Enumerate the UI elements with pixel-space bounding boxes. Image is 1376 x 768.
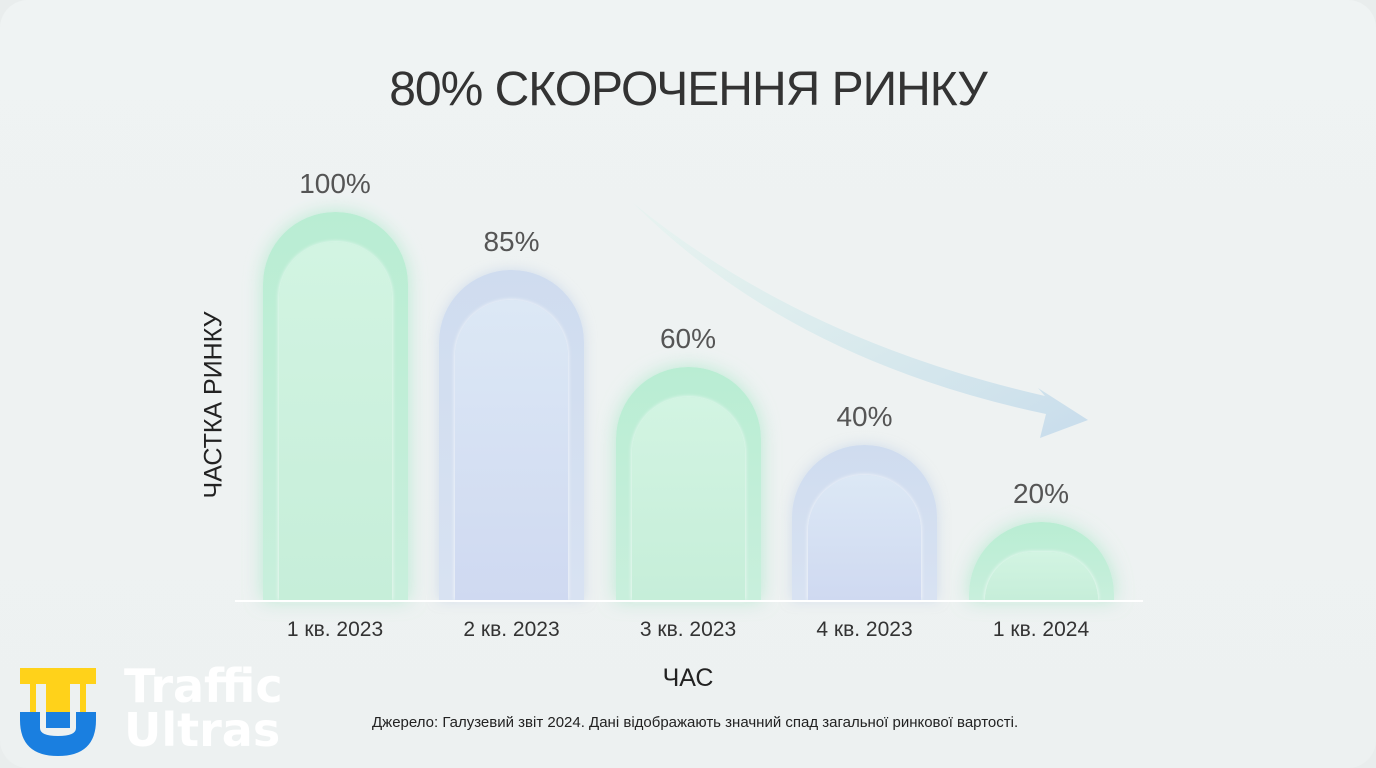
bar — [615, 367, 761, 600]
x-tick-label: 1 кв. 2023 — [286, 618, 384, 641]
bar — [439, 270, 584, 600]
source-note: Джерело: Галузевий звіт 2024. Дані відоб… — [372, 714, 1019, 731]
bar-inner — [278, 242, 392, 600]
data-label: 85% — [483, 226, 540, 258]
bar — [792, 444, 937, 600]
bar-inner — [455, 300, 568, 600]
x-axis-label: ЧАС — [0, 664, 1376, 693]
logo-text: Traffic Ultras — [124, 659, 283, 757]
x-axis-baseline — [235, 600, 1143, 602]
bar-inner — [631, 397, 745, 600]
x-tick-label: 1 кв. 2024 — [992, 618, 1090, 641]
x-tick-label: 4 кв. 2023 — [816, 618, 913, 641]
x-axis-label-text: ЧАС — [662, 664, 714, 692]
data-label: 20% — [1012, 478, 1070, 510]
chart-title: 80% СКОРОЧЕННЯ РИНКУ — [389, 63, 988, 116]
data-label: 100% — [299, 168, 371, 199]
bar-inner — [984, 552, 1098, 600]
bar-inner — [808, 474, 921, 600]
x-tick-label: 3 кв. 2023 — [639, 618, 737, 641]
bar — [262, 212, 408, 600]
data-label: 40% — [836, 400, 893, 432]
logo-line2: Ultras — [124, 703, 281, 757]
x-tick-label: 2 кв. 2023 — [463, 618, 560, 641]
logo-line1: Traffic — [124, 659, 283, 713]
logo-icon — [20, 668, 96, 756]
data-label: 60% — [659, 323, 717, 355]
